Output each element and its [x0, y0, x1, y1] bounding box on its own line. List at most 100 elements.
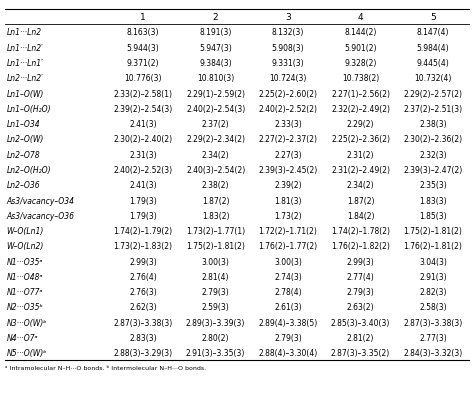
Text: ᵃ Intramolecular N–H···O bonds. ᵇ Intermolecular N–H···O bonds.: ᵃ Intramolecular N–H···O bonds. ᵇ Interm…	[5, 365, 206, 370]
Text: 2.39(2): 2.39(2)	[274, 181, 302, 190]
Text: 2.61(3): 2.61(3)	[274, 303, 302, 312]
Text: 5.944(3): 5.944(3)	[127, 44, 160, 53]
Text: As3/vacancy–O34: As3/vacancy–O34	[7, 196, 74, 205]
Text: 2.78(4): 2.78(4)	[274, 288, 302, 296]
Text: 2.77(3): 2.77(3)	[419, 333, 447, 342]
Text: Ln2···Ln2′: Ln2···Ln2′	[7, 74, 44, 83]
Text: 8.132(3): 8.132(3)	[272, 28, 304, 37]
Text: 5.947(3): 5.947(3)	[199, 44, 232, 53]
Text: 1.85(3): 1.85(3)	[419, 211, 447, 220]
Text: 2.32(2)–2.49(2): 2.32(2)–2.49(2)	[331, 105, 390, 113]
Text: 1.87(2): 1.87(2)	[347, 196, 374, 205]
Text: 10.776(3): 10.776(3)	[124, 74, 162, 83]
Text: As3/vacancy–O36: As3/vacancy–O36	[7, 211, 74, 220]
Text: 2.76(3): 2.76(3)	[129, 288, 157, 296]
Text: Ln2–O(W): Ln2–O(W)	[7, 135, 44, 144]
Text: 2.58(3): 2.58(3)	[419, 303, 447, 312]
Text: 2.91(3)–3.35(3): 2.91(3)–3.35(3)	[186, 348, 246, 357]
Text: 8.147(4): 8.147(4)	[417, 28, 449, 37]
Text: 3.00(3): 3.00(3)	[274, 257, 302, 266]
Text: 2.29(2)–2.34(2): 2.29(2)–2.34(2)	[186, 135, 245, 144]
Text: 2.87(3)–3.35(2): 2.87(3)–3.35(2)	[331, 348, 390, 357]
Text: 2.31(2): 2.31(2)	[347, 150, 374, 159]
Text: 1.75(2)–1.81(2): 1.75(2)–1.81(2)	[186, 242, 245, 251]
Text: 1.79(3): 1.79(3)	[129, 211, 157, 220]
Text: 2.34(2): 2.34(2)	[347, 181, 374, 190]
Text: W–O(Ln2): W–O(Ln2)	[7, 242, 44, 251]
Text: 1.76(2)–1.82(2): 1.76(2)–1.82(2)	[331, 242, 390, 251]
Text: 2.76(4): 2.76(4)	[129, 272, 157, 281]
Text: 9.445(4): 9.445(4)	[417, 59, 449, 68]
Text: 2.80(2): 2.80(2)	[202, 333, 229, 342]
Text: 2.41(3): 2.41(3)	[129, 181, 157, 190]
Text: 2.40(2)–2.52(2): 2.40(2)–2.52(2)	[259, 105, 318, 113]
Text: N1···O77ᵃ: N1···O77ᵃ	[7, 288, 43, 296]
Text: N2···O35ᵇ: N2···O35ᵇ	[7, 303, 44, 312]
Text: 2.40(2)–2.54(3): 2.40(2)–2.54(3)	[186, 105, 245, 113]
Text: 2.34(2): 2.34(2)	[202, 150, 229, 159]
Text: 5.984(4): 5.984(4)	[417, 44, 449, 53]
Text: 2.39(2)–2.54(3): 2.39(2)–2.54(3)	[114, 105, 173, 113]
Text: 8.191(3): 8.191(3)	[200, 28, 232, 37]
Text: 2.27(3): 2.27(3)	[274, 150, 302, 159]
Text: 1.73(2): 1.73(2)	[274, 211, 302, 220]
Text: Ln2–O78: Ln2–O78	[7, 150, 40, 159]
Text: 2.41(3): 2.41(3)	[129, 120, 157, 129]
Text: 2.40(2)–2.52(3): 2.40(2)–2.52(3)	[114, 166, 173, 174]
Text: Ln1···Ln2: Ln1···Ln2	[7, 28, 42, 37]
Text: 10.724(3): 10.724(3)	[269, 74, 307, 83]
Text: 2.33(2)–2.58(1): 2.33(2)–2.58(1)	[114, 89, 173, 98]
Text: 8.163(3): 8.163(3)	[127, 28, 159, 37]
Text: 2.29(2)–2.57(2): 2.29(2)–2.57(2)	[403, 89, 463, 98]
Text: 2.27(1)–2.56(2): 2.27(1)–2.56(2)	[331, 89, 390, 98]
Text: N1···O35ᵃ: N1···O35ᵃ	[7, 257, 43, 266]
Text: 2.87(3)–3.38(3): 2.87(3)–3.38(3)	[403, 318, 463, 327]
Text: 9.384(3): 9.384(3)	[200, 59, 232, 68]
Text: 2.81(2): 2.81(2)	[347, 333, 374, 342]
Text: Ln2–O(H₂O): Ln2–O(H₂O)	[7, 166, 51, 174]
Text: 8.144(2): 8.144(2)	[345, 28, 377, 37]
Text: Ln1–O34: Ln1–O34	[7, 120, 40, 129]
Text: 9.371(2): 9.371(2)	[127, 59, 159, 68]
Text: 2.29(1)–2.59(2): 2.29(1)–2.59(2)	[186, 89, 245, 98]
Text: 10.732(4): 10.732(4)	[414, 74, 452, 83]
Text: 2.38(3): 2.38(3)	[419, 120, 447, 129]
Text: 1.74(2)–1.78(2): 1.74(2)–1.78(2)	[331, 227, 390, 235]
Text: 2.91(3): 2.91(3)	[419, 272, 447, 281]
Text: 2.35(3): 2.35(3)	[419, 181, 447, 190]
Text: 2.88(4)–3.30(4): 2.88(4)–3.30(4)	[258, 348, 318, 357]
Text: 1.72(2)–1.71(2): 1.72(2)–1.71(2)	[259, 227, 318, 235]
Text: 5.908(3): 5.908(3)	[272, 44, 304, 53]
Text: 2.30(2)–2.40(2): 2.30(2)–2.40(2)	[114, 135, 173, 144]
Text: N5···O(W)ᵇ: N5···O(W)ᵇ	[7, 348, 47, 357]
Text: 3.00(3): 3.00(3)	[202, 257, 229, 266]
Text: 3: 3	[285, 13, 291, 22]
Text: 2.99(3): 2.99(3)	[129, 257, 157, 266]
Text: 3.04(3): 3.04(3)	[419, 257, 447, 266]
Text: 2.99(3): 2.99(3)	[346, 257, 374, 266]
Text: 2.87(3)–3.38(3): 2.87(3)–3.38(3)	[114, 318, 173, 327]
Text: 2.33(3): 2.33(3)	[274, 120, 302, 129]
Text: 2.25(2)–2.36(2): 2.25(2)–2.36(2)	[331, 135, 390, 144]
Text: 2.59(3): 2.59(3)	[202, 303, 229, 312]
Text: 2: 2	[213, 13, 219, 22]
Text: 1.83(2): 1.83(2)	[202, 211, 229, 220]
Text: 2.88(3)–3.29(3): 2.88(3)–3.29(3)	[114, 348, 173, 357]
Text: 1.81(3): 1.81(3)	[274, 196, 302, 205]
Text: W–O(Ln1): W–O(Ln1)	[7, 227, 44, 235]
Text: 2.63(2): 2.63(2)	[347, 303, 374, 312]
Text: 2.39(3)–2.47(2): 2.39(3)–2.47(2)	[403, 166, 463, 174]
Text: 1.75(2)–1.81(2): 1.75(2)–1.81(2)	[403, 227, 463, 235]
Text: 1.87(2): 1.87(2)	[202, 196, 229, 205]
Text: 2.37(2): 2.37(2)	[202, 120, 229, 129]
Text: 2.40(3)–2.54(2): 2.40(3)–2.54(2)	[186, 166, 245, 174]
Text: 1: 1	[140, 13, 146, 22]
Text: 2.79(3): 2.79(3)	[346, 288, 374, 296]
Text: 2.84(3)–3.32(3): 2.84(3)–3.32(3)	[403, 348, 463, 357]
Text: 1.76(2)–1.81(2): 1.76(2)–1.81(2)	[403, 242, 463, 251]
Text: 1.73(2)–1.77(1): 1.73(2)–1.77(1)	[186, 227, 245, 235]
Text: 2.25(2)–2.60(2): 2.25(2)–2.60(2)	[259, 89, 318, 98]
Text: 4: 4	[358, 13, 364, 22]
Text: 1.76(2)–1.77(2): 1.76(2)–1.77(2)	[258, 242, 318, 251]
Text: Ln1–O(W): Ln1–O(W)	[7, 89, 44, 98]
